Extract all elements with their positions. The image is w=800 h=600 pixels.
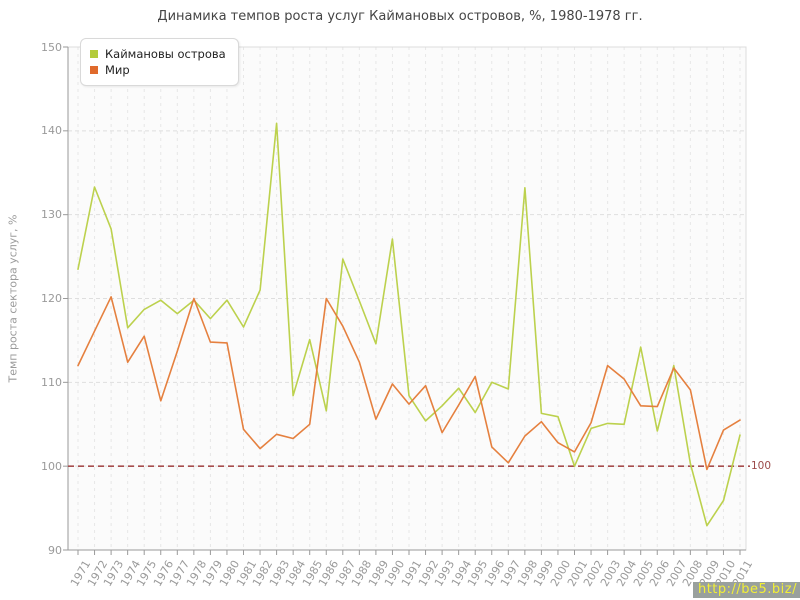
legend-item-cayman: Каймановы острова [90,47,226,61]
y-tick-label: 140 [41,124,62,138]
y-tick-label: 100 [41,459,62,473]
y-tick-label: 150 [41,40,62,54]
legend-item-world: Мир [90,63,226,77]
y-axis-title: Темп роста сектора услуг, % [6,214,20,383]
world-series-swatch-icon [90,66,98,74]
y-tick-label: 90 [48,543,62,557]
legend-label-world: Мир [105,63,130,77]
reference-line-label: 100 [751,460,772,473]
chart-title: Динамика темпов роста услуг Каймановых о… [157,9,643,24]
y-tick-label: 120 [41,292,62,305]
legend-label-cayman: Каймановы острова [105,47,226,61]
legend: Каймановы острова Мир [80,38,239,86]
y-tick-label: 110 [41,375,62,389]
y-tick-label: 130 [41,208,62,222]
cayman-series-swatch-icon [90,50,98,58]
watermark-link[interactable]: http://be5.biz/ [692,582,800,598]
